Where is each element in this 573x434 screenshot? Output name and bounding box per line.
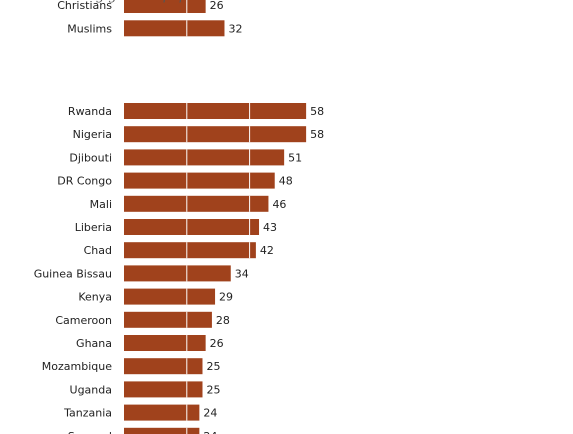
bar [124, 0, 206, 13]
category-label: Senegal [68, 430, 112, 434]
category-label: Djibouti [69, 151, 112, 164]
bar [124, 311, 212, 328]
value-label: 28 [216, 314, 230, 327]
bar [124, 381, 203, 398]
bar [124, 172, 275, 189]
category-label: Rwanda [68, 105, 112, 118]
value-label: 51 [288, 151, 302, 164]
bar [124, 288, 216, 305]
value-label: 58 [310, 128, 324, 141]
category-label: Tanzania [63, 407, 112, 420]
category-label: Liberia [75, 221, 112, 234]
bar [124, 242, 256, 259]
section-heading: Among general population in... [57, 0, 262, 4]
bar [124, 126, 307, 143]
value-label: 34 [235, 267, 249, 280]
category-label: Nigeria [73, 128, 112, 141]
category-label: Guinea Bissau [34, 267, 112, 280]
value-label: 24 [203, 430, 217, 434]
value-label: 58 [310, 105, 324, 118]
value-label: 25 [207, 360, 221, 373]
bar [124, 404, 200, 421]
bar [124, 358, 203, 375]
value-label: 29 [219, 291, 233, 304]
category-label: Chad [84, 244, 112, 257]
bar [124, 219, 260, 235]
bar [124, 427, 200, 434]
value-label: 46 [272, 198, 286, 211]
category-label: Christians [57, 0, 112, 12]
category-label: Uganda [70, 383, 112, 396]
value-label: 48 [279, 175, 293, 188]
bar [124, 265, 231, 282]
bar [124, 103, 307, 119]
value-label: 42 [260, 244, 274, 257]
category-label: Mozambique [42, 360, 112, 373]
bar [124, 195, 269, 212]
value-label: 25 [207, 383, 221, 396]
category-label: Ghana [76, 337, 112, 350]
category-label: Cameroon [55, 314, 112, 327]
value-label: 26 [210, 337, 224, 350]
category-label: DR Congo [57, 175, 112, 188]
value-label: 32 [228, 22, 242, 35]
value-label: 26 [210, 0, 224, 12]
value-label: 24 [203, 407, 217, 420]
category-label: Muslims [67, 22, 112, 35]
category-label: Kenya [78, 291, 112, 304]
bar [124, 335, 206, 351]
bar [124, 20, 225, 37]
bar [124, 149, 285, 166]
category-label: Mali [90, 198, 112, 211]
value-label: 43 [263, 221, 277, 234]
